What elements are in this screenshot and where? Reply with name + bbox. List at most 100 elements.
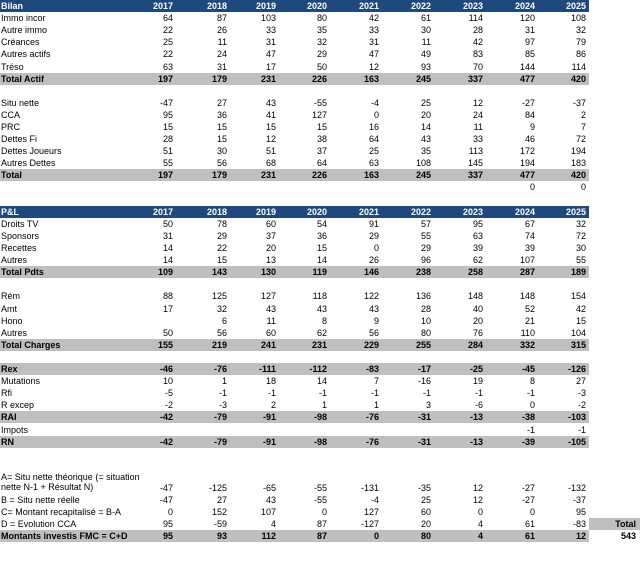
- cell[interactable]: 32: [575, 25, 586, 35]
- cell[interactable]: 88: [162, 291, 173, 301]
- cell[interactable]: 67: [524, 219, 535, 229]
- row-label[interactable]: Hono: [1, 316, 23, 326]
- cell[interactable]: 2023: [462, 1, 483, 11]
- cell[interactable]: [183, 181, 227, 193]
- cell[interactable]: 10: [420, 316, 431, 326]
- cell[interactable]: 62: [472, 255, 483, 265]
- cell[interactable]: 14: [162, 243, 173, 253]
- cell[interactable]: 32: [216, 304, 227, 314]
- cell[interactable]: 130: [260, 267, 276, 277]
- cell[interactable]: 9: [529, 122, 535, 132]
- cell[interactable]: 332: [519, 340, 535, 350]
- cell[interactable]: 2022: [410, 1, 431, 11]
- cell[interactable]: 24: [472, 110, 483, 120]
- cell[interactable]: -3: [577, 388, 586, 398]
- cell[interactable]: 219: [211, 340, 227, 350]
- cell[interactable]: 477: [519, 74, 535, 84]
- cell[interactable]: 43: [368, 304, 379, 314]
- cell[interactable]: 35: [316, 25, 327, 35]
- row-label[interactable]: RN: [1, 437, 14, 447]
- cell[interactable]: 63: [472, 231, 483, 241]
- cell[interactable]: 241: [260, 340, 276, 350]
- cell[interactable]: 56: [216, 328, 227, 338]
- cell[interactable]: -31: [417, 412, 431, 422]
- cell[interactable]: 1: [321, 400, 327, 410]
- cell[interactable]: 0: [529, 182, 535, 192]
- cell[interactable]: -76: [365, 412, 379, 422]
- cell[interactable]: 25: [420, 495, 431, 505]
- row-label[interactable]: CCA: [1, 110, 21, 120]
- row-label[interactable]: Rém: [1, 291, 21, 301]
- cell[interactable]: -1: [526, 388, 535, 398]
- row-label[interactable]: PRC: [1, 122, 21, 132]
- cell[interactable]: 2017: [152, 207, 173, 217]
- row-label[interactable]: Total: [1, 170, 22, 180]
- cell[interactable]: 0: [477, 507, 483, 517]
- cell[interactable]: 61: [420, 13, 431, 23]
- cell[interactable]: 38: [316, 134, 327, 144]
- cell[interactable]: 2024: [514, 207, 535, 217]
- cell[interactable]: -47: [159, 98, 173, 108]
- cell[interactable]: 2020: [306, 207, 327, 217]
- cell[interactable]: 2018: [206, 207, 227, 217]
- cell[interactable]: 14: [162, 255, 173, 265]
- cell[interactable]: 12: [575, 531, 586, 541]
- cell[interactable]: 43: [420, 134, 431, 144]
- cell[interactable]: 51: [162, 146, 173, 156]
- row-label[interactable]: Tréso: [1, 62, 24, 72]
- cell[interactable]: 36: [316, 231, 327, 241]
- cell[interactable]: 2: [270, 400, 276, 410]
- cell[interactable]: 61: [524, 531, 535, 541]
- cell[interactable]: -98: [313, 412, 327, 422]
- cell[interactable]: -1: [267, 388, 276, 398]
- cell[interactable]: 47: [265, 49, 276, 59]
- cell[interactable]: 25: [368, 146, 379, 156]
- cell[interactable]: 231: [311, 340, 327, 350]
- total-value[interactable]: 543: [589, 530, 640, 542]
- cell[interactable]: 31: [368, 37, 379, 47]
- row-label[interactable]: C= Montant recapitalisé = B-A: [1, 507, 122, 517]
- cell[interactable]: 20: [420, 519, 431, 529]
- cell[interactable]: [387, 181, 431, 193]
- row-label[interactable]: Rfi: [1, 388, 12, 398]
- row-label[interactable]: Situ nette: [1, 98, 40, 108]
- cell[interactable]: [183, 424, 227, 436]
- row-label[interactable]: Autres: [1, 255, 28, 265]
- cell[interactable]: 12: [472, 483, 483, 493]
- cell[interactable]: 29: [420, 243, 431, 253]
- cell[interactable]: 0: [529, 507, 535, 517]
- row-label[interactable]: Autres: [1, 328, 28, 338]
- cell[interactable]: 68: [265, 158, 276, 168]
- cell[interactable]: -47: [159, 495, 173, 505]
- cell[interactable]: 2025: [565, 1, 586, 11]
- cell[interactable]: 54: [316, 219, 327, 229]
- cell[interactable]: 60: [265, 328, 276, 338]
- cell[interactable]: 95: [162, 110, 173, 120]
- cell[interactable]: -98: [313, 437, 327, 447]
- cell[interactable]: 62: [316, 328, 327, 338]
- cell[interactable]: -1: [318, 388, 327, 398]
- cell[interactable]: 55: [162, 158, 173, 168]
- cell[interactable]: 32: [575, 219, 586, 229]
- cell[interactable]: -76: [213, 364, 227, 374]
- cell[interactable]: -112: [309, 364, 327, 374]
- cell[interactable]: -65: [262, 483, 276, 493]
- cell[interactable]: 107: [519, 255, 535, 265]
- cell[interactable]: 37: [265, 231, 276, 241]
- row-label[interactable]: Recettes: [1, 243, 37, 253]
- cell[interactable]: 15: [162, 122, 173, 132]
- cell[interactable]: 27: [575, 376, 586, 386]
- cell[interactable]: 55: [420, 231, 431, 241]
- cell[interactable]: 64: [368, 134, 379, 144]
- cell[interactable]: 127: [311, 110, 327, 120]
- cell[interactable]: 315: [570, 340, 586, 350]
- cell[interactable]: -27: [521, 483, 535, 493]
- cell[interactable]: 108: [415, 158, 431, 168]
- cell[interactable]: 7: [373, 376, 379, 386]
- cell[interactable]: 25: [420, 98, 431, 108]
- cell[interactable]: 83: [472, 49, 483, 59]
- cell[interactable]: 64: [316, 158, 327, 168]
- cell[interactable]: 337: [467, 74, 483, 84]
- cell[interactable]: 46: [524, 134, 535, 144]
- cell[interactable]: 2024: [514, 1, 535, 11]
